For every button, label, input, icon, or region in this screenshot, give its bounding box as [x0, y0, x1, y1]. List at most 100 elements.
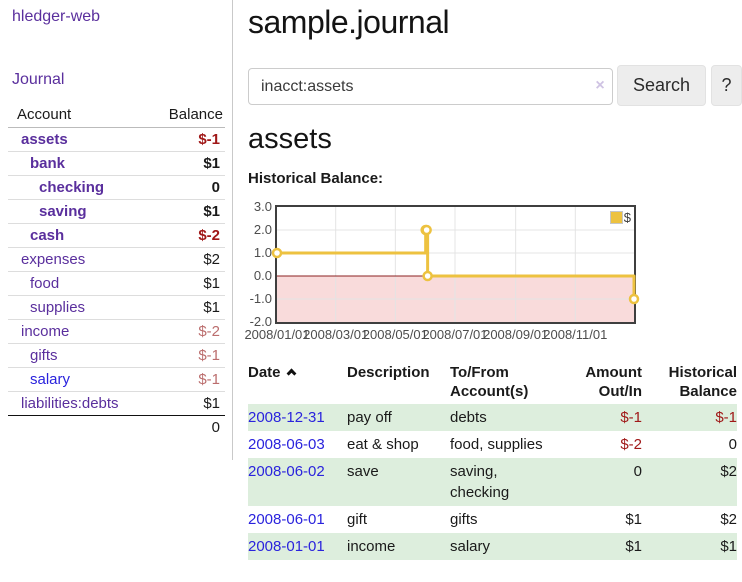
account-balance: $1: [144, 199, 225, 224]
account-row: expenses $2: [8, 247, 225, 272]
account-row: assets $-1: [8, 128, 225, 152]
account-link[interactable]: expenses: [21, 251, 86, 268]
transaction-date-link[interactable]: 2008-12-31: [248, 409, 325, 426]
account-balance: $1: [144, 151, 225, 176]
x-axis-tick-label: 2008/03/01: [303, 327, 369, 342]
account-row: food $1: [8, 271, 225, 296]
date-column-header[interactable]: Date: [248, 362, 347, 404]
search-button[interactable]: Search: [617, 65, 706, 106]
date-header-label: Date: [248, 364, 281, 381]
account-row: supplies $1: [8, 295, 225, 320]
chart-title: Historical Balance:: [248, 170, 384, 187]
account-row: income $-2: [8, 319, 225, 344]
account-column-header: Account: [8, 104, 145, 128]
account-balance: $-1: [144, 367, 225, 392]
transaction-balance: $1: [642, 533, 737, 560]
balance-column-header: Historical Balance: [668, 364, 737, 400]
account-link[interactable]: checking: [39, 179, 105, 196]
transaction-amount: $1: [625, 511, 642, 528]
app-title-link[interactable]: hledger-web: [12, 8, 101, 25]
help-button[interactable]: ?: [711, 65, 742, 106]
transaction-balance: $2: [642, 458, 737, 506]
transaction-row: 2008-06-01 gift gifts $1 $2: [248, 506, 737, 533]
account-link[interactable]: food: [30, 275, 60, 292]
data-point-marker: [628, 293, 640, 305]
transaction-date-link[interactable]: 2008-06-02: [248, 463, 325, 480]
account-link[interactable]: assets: [21, 131, 68, 148]
transaction-description: income: [347, 533, 450, 560]
search-input[interactable]: [248, 68, 613, 105]
sort-ascending-icon: [286, 368, 296, 379]
accounts-table-header: Account Balance: [8, 104, 225, 128]
y-axis-tick-label: 3.0: [253, 199, 272, 214]
account-link[interactable]: bank: [30, 155, 66, 172]
account-link[interactable]: supplies: [30, 299, 86, 316]
account-link[interactable]: cash: [30, 227, 65, 244]
y-axis-tick-label: -2.0: [249, 314, 272, 329]
clear-search-icon[interactable]: ×: [595, 77, 605, 94]
description-column-header: Description: [347, 364, 430, 381]
y-axis-tick-label: 0.0: [253, 268, 272, 283]
transaction-amount: $1: [555, 533, 642, 560]
transaction-amount: 0: [555, 458, 642, 506]
transaction-balance: $-1: [642, 404, 737, 431]
chart-plot-area: $: [271, 205, 640, 324]
transaction-description: eat & shop: [347, 436, 419, 453]
chart-legend: $: [609, 210, 631, 225]
x-axis-tick-label: 2008/11/01: [543, 327, 608, 342]
transaction-row: 2008-06-03 eat & shop food, supplies $-2 0: [248, 431, 737, 458]
account-balance: $2: [144, 247, 225, 272]
accounts-table: Account Balance assets $-1 bank $1 checking 0…: [8, 104, 225, 439]
account-balance: $-2: [144, 319, 225, 344]
account-link[interactable]: liabilities:debts: [21, 395, 119, 412]
x-axis-tick-label: 2008/09/01: [483, 327, 549, 342]
account-link[interactable]: salary: [30, 371, 71, 388]
y-axis-tick-label: 2.0: [253, 222, 272, 237]
sidebar-divider: [232, 0, 233, 460]
account-balance: $-1: [144, 343, 225, 368]
account-link[interactable]: gifts: [30, 347, 58, 364]
transaction-date-link[interactable]: 2008-01-01: [248, 538, 325, 555]
sidebar-item-journal[interactable]: Journal: [12, 71, 65, 88]
chart-canvas: [271, 207, 640, 322]
account-row: checking 0: [8, 175, 225, 200]
account-heading: assets: [248, 123, 332, 155]
account-balance: 0: [144, 175, 225, 200]
transaction-date-link[interactable]: 2008-06-03: [248, 436, 325, 453]
y-axis-tick-label: 1.0: [253, 245, 272, 260]
historical-balance-chart: $ 3.0 2.0 1.0 0.0 -1.0 -2.0 2008/01/01 2008/03/…: [244, 199, 708, 348]
transaction-accounts: saving, checking: [450, 458, 555, 506]
data-point-marker: [422, 270, 433, 282]
amount-column-header: Amount Out/In: [585, 364, 642, 400]
transaction-row: 2008-01-01 income salary $1 $1: [248, 533, 737, 560]
accounts-total-balance: 0: [144, 415, 225, 439]
transaction-accounts: gifts: [450, 511, 478, 528]
transaction-accounts: salary: [450, 533, 555, 560]
transaction-description: save: [347, 458, 450, 506]
accounts-total-row: 0: [8, 415, 225, 439]
balance-column-header: Balance: [144, 104, 225, 128]
transaction-row: 2008-06-02 save saving, checking 0 $2: [248, 458, 737, 506]
x-axis-tick-label: 2008/05/01: [362, 327, 428, 342]
data-point-marker: [421, 224, 432, 236]
transaction-row: 2008-12-31 pay off debts $-1 $-1: [248, 404, 737, 431]
account-link[interactable]: saving: [39, 203, 87, 220]
transaction-description: gift: [347, 511, 368, 528]
account-balance: $-1: [198, 131, 220, 148]
account-balance: $-2: [144, 223, 225, 248]
accounts-column-header: To/From Account(s): [450, 364, 529, 400]
x-axis-tick-label: 2008/07/01: [422, 327, 488, 342]
transaction-accounts: debts: [450, 404, 555, 431]
account-row: salary $-1: [8, 367, 225, 392]
transaction-balance: $2: [720, 511, 737, 528]
account-row: saving $1: [8, 199, 225, 224]
account-balance: $1: [144, 295, 225, 320]
transaction-balance: 0: [728, 436, 737, 453]
transaction-date-link[interactable]: 2008-06-01: [248, 511, 325, 528]
transaction-amount: $-2: [620, 436, 642, 453]
sidebar: hledger-web Journal Account Balance asse…: [0, 0, 232, 582]
account-link[interactable]: income: [21, 323, 70, 340]
legend-swatch-icon: [609, 211, 623, 224]
data-point-marker: [271, 247, 283, 259]
account-row: cash $-2: [8, 223, 225, 248]
